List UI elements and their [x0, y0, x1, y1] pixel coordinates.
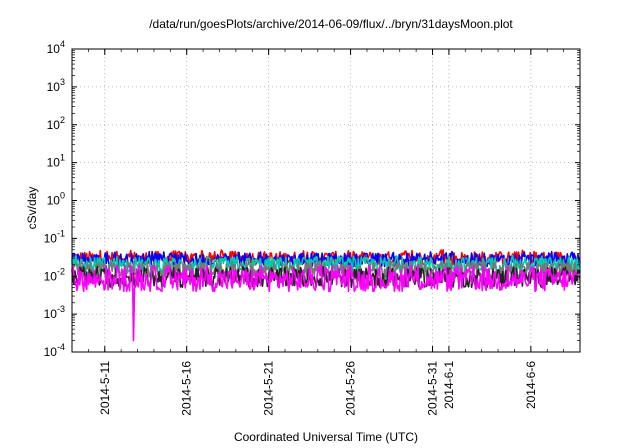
x-tick-label: 2014-5-26: [344, 361, 358, 416]
series-group: [71, 249, 581, 342]
y-tick-label: 103: [47, 77, 65, 94]
y-tick-label: 10-4: [44, 342, 65, 359]
x-tick-label: 2014-5-16: [180, 361, 194, 416]
y-tick-label: 10-1: [44, 228, 65, 245]
y-tick-exponent: 0: [60, 191, 65, 201]
y-tick-exponent: -1: [57, 228, 65, 238]
y-tick-label: 102: [47, 115, 65, 132]
x-axis: 2014-5-11 2014-5-16 2014-5-21 2014-5-26 2014…: [71, 49, 581, 416]
y-tick-exponent: -4: [57, 342, 65, 352]
y-tick-label: 10-2: [44, 266, 65, 283]
grid: [72, 49, 580, 352]
y-tick-exponent: 4: [60, 39, 65, 49]
x-tick-label: 2014-6-6: [524, 361, 538, 409]
y-tick-exponent: 1: [60, 153, 65, 163]
x-axis-label: Coordinated Universal Time (UTC): [234, 430, 418, 444]
y-tick-label: 10-3: [44, 304, 65, 321]
x-tick-label: 2014-5-21: [262, 361, 276, 416]
y-tick-label: 100: [47, 191, 65, 208]
x-tick-label: 2014-5-11: [98, 361, 112, 415]
y-tick-exponent: -3: [57, 304, 65, 314]
y-tick-label: 101: [47, 153, 65, 170]
x-tick-label: 2014-6-1: [442, 361, 456, 409]
chart-title: /data/run/goesPlots/archive/2014-06-09/f…: [149, 17, 513, 31]
y-tick-exponent: 2: [60, 115, 65, 125]
y-axis-label: cSv/day: [25, 187, 39, 230]
series-line: [71, 264, 581, 342]
x-tick-label: 2014-5-31: [426, 361, 440, 416]
y-tick-exponent: -2: [57, 266, 65, 276]
y-tick-exponent: 3: [60, 77, 65, 87]
y-tick-label: 104: [47, 39, 65, 56]
